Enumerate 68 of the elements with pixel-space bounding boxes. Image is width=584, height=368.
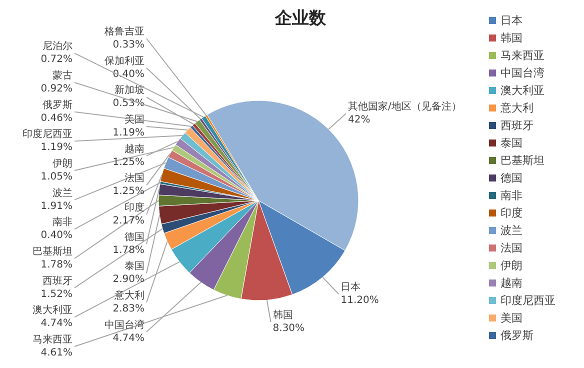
slice-label: 越南 — [124, 142, 144, 155]
slice-label: 意大利 — [114, 290, 144, 302]
slice-label: 蒙古 — [52, 70, 72, 82]
data-label: 1.25% — [112, 186, 145, 198]
legend-label: 南非 — [500, 189, 522, 202]
slice-label: 格鲁吉亚 — [104, 26, 144, 38]
legend-label: 中国台湾 — [500, 66, 544, 80]
slice-label: 中国台湾 — [104, 318, 144, 331]
legend-label: 韩国 — [500, 32, 522, 44]
data-label: 11.20% — [340, 295, 379, 306]
slice-label: 澳大利亚 — [32, 304, 72, 316]
slice-label: 波兰 — [52, 186, 72, 199]
data-label: 1.78% — [40, 260, 73, 270]
data-label: 4.74% — [40, 318, 73, 330]
data-label: 1.05% — [40, 172, 73, 182]
data-label: 42% — [348, 114, 370, 126]
slice-label: 俄罗斯 — [42, 98, 72, 111]
data-label: 2.83% — [112, 304, 145, 314]
legend-label: 马来西亚 — [500, 49, 544, 62]
legend-label: 巴基斯坦 — [500, 154, 544, 167]
slice-label: 南非 — [52, 216, 72, 228]
chart-title: 企业数 — [274, 8, 327, 28]
slice-label: 印度 — [124, 202, 144, 214]
legend-label: 印度 — [500, 206, 522, 220]
data-label: 0.53% — [112, 98, 145, 110]
legend-label: 美国 — [500, 312, 522, 324]
legend-label: 泰国 — [500, 136, 522, 150]
data-label: 2.17% — [112, 216, 145, 226]
data-label: 1.52% — [40, 288, 73, 300]
legend-label: 俄罗斯 — [500, 329, 534, 342]
legend-label: 德国 — [500, 172, 522, 184]
data-label: 4.61% — [40, 348, 73, 358]
data-label: 8.30% — [272, 323, 305, 334]
slice-label: 德国 — [124, 232, 144, 243]
data-label: 4.74% — [112, 332, 145, 344]
slice-label: 保加利亚 — [104, 54, 144, 67]
data-label: 0.40% — [112, 68, 145, 80]
data-label: 1.78% — [112, 244, 145, 256]
data-label: 0.72% — [40, 54, 73, 66]
slice-label: 印度尼西亚 — [22, 128, 72, 140]
legend-label: 澳大利亚 — [500, 84, 544, 97]
data-label: 0.92% — [40, 84, 73, 94]
slice-label: 尼泊尔 — [42, 40, 72, 52]
legend-label: 印度尼西亚 — [500, 294, 556, 307]
data-label: 1.19% — [112, 128, 145, 138]
data-label: 1.91% — [40, 200, 73, 212]
legend-label: 波兰 — [500, 224, 522, 237]
data-label: 0.46% — [40, 112, 73, 124]
slice-label: 日本 — [340, 281, 361, 294]
slice-label: 马来西亚 — [32, 334, 72, 346]
legend-label: 西班牙 — [500, 119, 534, 132]
slice-label: 其他国家/地区（见备注） — [348, 100, 462, 113]
legend-label: 越南 — [500, 276, 522, 290]
data-label: 0.33% — [112, 40, 145, 50]
slice-label: 巴基斯坦 — [32, 246, 72, 258]
legend-label: 伊朗 — [500, 259, 522, 272]
slice-label: 西班牙 — [42, 274, 72, 287]
slice-label: 法国 — [124, 172, 144, 184]
slice-label: 伊朗 — [52, 158, 72, 170]
legend-label: 意大利 — [500, 102, 534, 114]
slice-label: 泰国 — [124, 261, 144, 272]
data-label: 2.90% — [112, 274, 145, 286]
data-label: 1.19% — [40, 142, 73, 154]
slice-label: 韩国 — [272, 309, 293, 322]
legend-label: 法国 — [500, 242, 522, 254]
legend-label: 日本 — [500, 14, 522, 27]
data-label: 1.25% — [112, 156, 145, 168]
data-label: 0.40% — [40, 230, 73, 242]
